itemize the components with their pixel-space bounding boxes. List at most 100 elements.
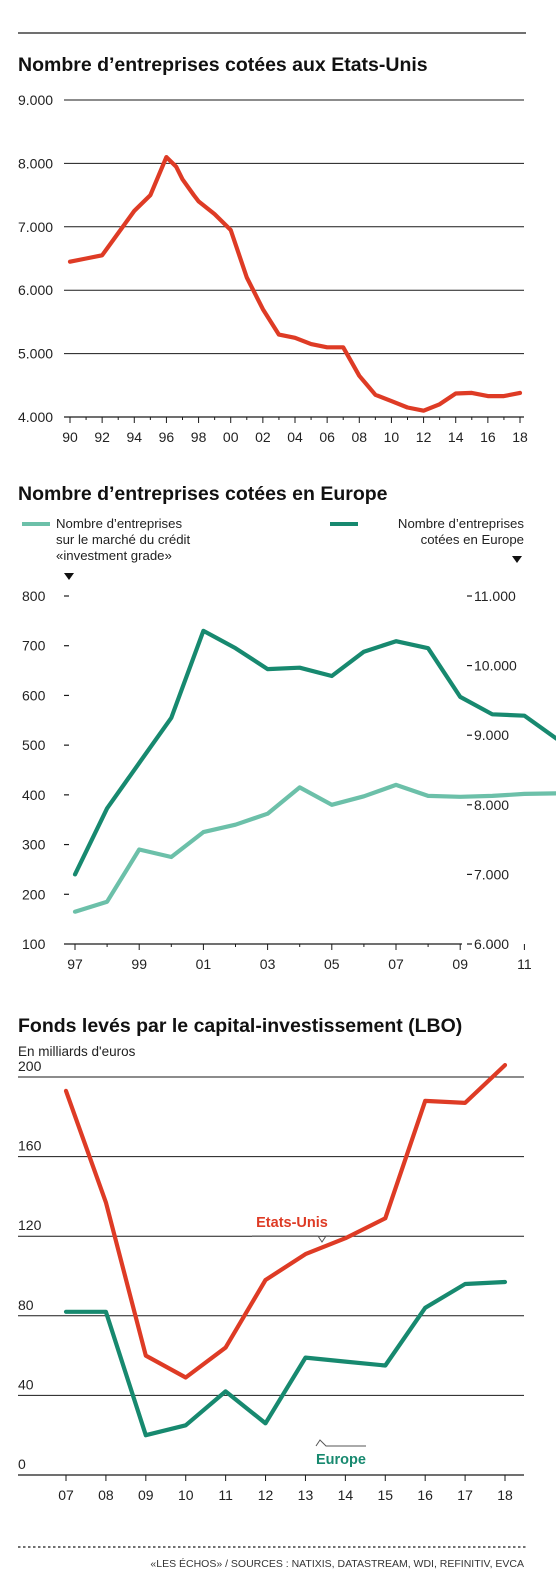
x-tick-label: 04 (287, 429, 303, 445)
left-y-tick-label: 100 (22, 936, 46, 952)
y-tick-label: 8.000 (18, 155, 53, 171)
right-y-tick-label: 9.000 (474, 727, 509, 743)
legend-investment-grade: Nombre d’entreprises sur le marché du cr… (22, 516, 190, 580)
x-tick-label: 12 (258, 1487, 274, 1503)
chart-europe-x-axis: 979901030507091113151719 (64, 943, 532, 972)
x-tick-label: 15 (377, 1487, 393, 1503)
left-y-tick-label: 400 (22, 787, 46, 803)
x-tick-label: 07 (388, 956, 404, 972)
left-y-tick-label: 500 (22, 737, 46, 753)
left-y-tick-label: 600 (22, 687, 46, 703)
y-tick-label: 4.000 (18, 409, 53, 425)
y-tick-label: 80 (18, 1297, 34, 1313)
left-y-tick-label: 200 (22, 886, 46, 902)
right-y-tick-label: 10.000 (474, 658, 517, 674)
right-y-tick-label: 6.000 (474, 936, 509, 952)
chart-europe-left-axis: 800 700 600 500 400 300 200 100 (22, 588, 69, 952)
etats-unis-callout-line (252, 1235, 330, 1243)
y-tick-label: 160 (18, 1138, 42, 1154)
investment-grade-companies-line (72, 782, 556, 914)
chart-lbo-y-ticks: 200 160 120 80 40 0 (18, 1058, 42, 1472)
x-tick-label: 10 (178, 1487, 194, 1503)
y-tick-label: 6.000 (18, 282, 53, 298)
source-credit: «LES ÉCHOS» / SOURCES : NATIXIS, DATASTR… (150, 1557, 524, 1570)
x-tick-label: 07 (58, 1487, 74, 1503)
legend-left-axis-marker-icon (64, 573, 74, 580)
series-label-europe: Europe (316, 1452, 366, 1468)
x-tick-label: 14 (338, 1487, 354, 1503)
left-y-tick-label: 700 (22, 638, 46, 654)
x-tick-label: 09 (138, 1487, 154, 1503)
x-tick-label: 10 (384, 429, 400, 445)
x-tick-label: 02 (255, 429, 271, 445)
label-europe: Europe (315, 1439, 366, 1468)
x-tick-label: 96 (159, 429, 175, 445)
x-tick-label: 16 (480, 429, 496, 445)
x-tick-label: 11 (517, 956, 532, 972)
chart-europe: Nombre d’entreprises cotées en Europe No… (18, 483, 556, 972)
legend-text-line-2: cotées en Europe (421, 532, 524, 547)
chart-us-x-axis: 90 92 94 96 98 00 02 04 06 08 10 12 14 16 18 (62, 416, 528, 445)
etats-unis-lbo-line (63, 1063, 508, 1380)
x-tick-label: 94 (126, 429, 142, 445)
x-tick-label: 99 (131, 956, 147, 972)
x-tick-label: 00 (223, 429, 239, 445)
europe-callout-line (315, 1439, 366, 1447)
x-tick-label: 08 (351, 429, 367, 445)
legend-right-axis-marker-icon (512, 556, 522, 563)
y-tick-label: 0 (18, 1456, 26, 1472)
us-listed-companies-line (67, 155, 523, 413)
x-tick-label: 17 (457, 1487, 473, 1503)
legend-text-line-1: Nombre d’entreprises (56, 516, 182, 531)
x-tick-label: 12 (416, 429, 432, 445)
legend-text-line-3: «investment grade» (56, 548, 172, 563)
series-label-etats-unis: Etats-Unis (256, 1215, 328, 1231)
left-y-tick-label: 800 (22, 588, 46, 604)
chart-europe-right-axis: 11.000 10.000 9.000 8.000 7.000 6.000 (467, 588, 517, 952)
chart-us-series (67, 155, 523, 413)
chart-lbo-title: Fonds levés par le capital-investissemen… (18, 1015, 462, 1037)
x-tick-label: 05 (324, 956, 340, 972)
x-tick-label: 01 (196, 956, 212, 972)
x-tick-label: 11 (218, 1487, 233, 1503)
x-tick-label: 90 (62, 429, 78, 445)
legend-text-line-2: sur le marché du crédit (56, 532, 190, 547)
x-tick-label: 13 (298, 1487, 314, 1503)
y-tick-label: 120 (18, 1217, 42, 1233)
x-tick-label: 14 (448, 429, 464, 445)
chart-europe-series (72, 628, 556, 914)
x-tick-label: 18 (512, 429, 528, 445)
chart-us: Nombre d’entreprises cotées aux Etats-Un… (18, 54, 528, 445)
x-tick-label: 18 (497, 1487, 513, 1503)
x-tick-label: 92 (94, 429, 110, 445)
legend-listed-europe: Nombre d’entreprises cotées en Europe (330, 516, 524, 563)
europe-lbo-line (63, 1279, 508, 1438)
y-tick-label: 7.000 (18, 219, 53, 235)
chart-lbo-gridlines (18, 1076, 524, 1396)
chart-lbo-x-axis: 07 08 09 10 11 12 13 14 15 16 17 18 (18, 1474, 524, 1503)
label-etats-unis: Etats-Unis (252, 1215, 330, 1243)
left-y-tick-label: 300 (22, 837, 46, 853)
right-y-tick-label: 7.000 (474, 866, 509, 882)
x-tick-label: 03 (260, 956, 276, 972)
x-tick-label: 09 (452, 956, 468, 972)
x-tick-label: 06 (319, 429, 335, 445)
chart-lbo: Fonds levés par le capital-investissemen… (18, 1015, 524, 1503)
chart-lbo-subtitle: En milliards d'euros (18, 1044, 136, 1059)
right-y-tick-label: 11.000 (474, 588, 516, 604)
chart-us-y-ticks: 9.000 8.000 7.000 6.000 5.000 4.000 (18, 92, 53, 425)
x-tick-label: 08 (98, 1487, 114, 1503)
y-tick-label: 200 (18, 1058, 42, 1074)
x-tick-label: 98 (191, 429, 207, 445)
chart-us-title: Nombre d’entreprises cotées aux Etats-Un… (18, 54, 428, 76)
right-y-tick-label: 8.000 (474, 797, 509, 813)
chart-lbo-series (63, 1063, 508, 1438)
x-tick-label: 16 (417, 1487, 433, 1503)
y-tick-label: 40 (18, 1376, 34, 1392)
chart-us-gridlines (64, 99, 524, 418)
y-tick-label: 5.000 (18, 346, 53, 362)
legend-text-line-1: Nombre d’entreprises (398, 516, 524, 531)
x-tick-label: 97 (67, 956, 83, 972)
chart-europe-title: Nombre d’entreprises cotées en Europe (18, 483, 388, 505)
